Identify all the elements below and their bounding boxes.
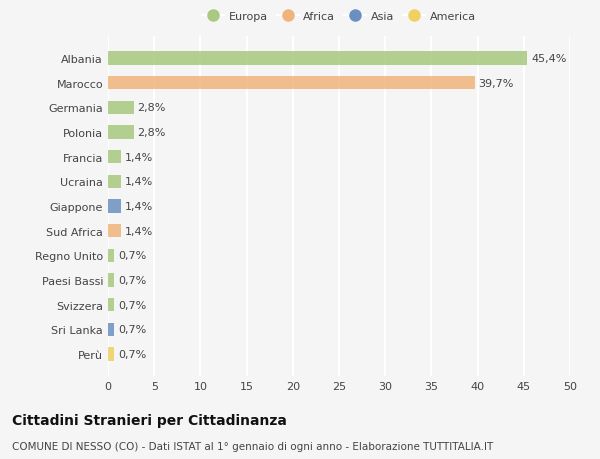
Legend: Europa, Africa, Asia, America: Europa, Africa, Asia, America (199, 8, 479, 25)
Bar (108, 52, 527, 66)
Bar (108, 101, 134, 115)
Bar (108, 77, 475, 90)
Text: 0,7%: 0,7% (118, 275, 146, 285)
Text: 0,7%: 0,7% (118, 325, 146, 335)
Bar (108, 224, 121, 238)
Text: 0,7%: 0,7% (118, 251, 146, 261)
Text: 1,4%: 1,4% (125, 152, 153, 162)
Text: 45,4%: 45,4% (531, 54, 566, 64)
Text: 1,4%: 1,4% (125, 177, 153, 187)
Text: 1,4%: 1,4% (125, 226, 153, 236)
Bar (108, 126, 134, 140)
Bar (108, 323, 115, 336)
Text: 1,4%: 1,4% (125, 202, 153, 212)
Bar (108, 175, 121, 189)
Bar (108, 298, 115, 312)
Bar (108, 151, 121, 164)
Bar (108, 274, 115, 287)
Bar (108, 347, 115, 361)
Bar (108, 200, 121, 213)
Text: COMUNE DI NESSO (CO) - Dati ISTAT al 1° gennaio di ogni anno - Elaborazione TUTT: COMUNE DI NESSO (CO) - Dati ISTAT al 1° … (12, 441, 493, 451)
Text: 2,8%: 2,8% (137, 128, 166, 138)
Text: 0,7%: 0,7% (118, 349, 146, 359)
Text: 0,7%: 0,7% (118, 300, 146, 310)
Bar (108, 249, 115, 263)
Text: 2,8%: 2,8% (137, 103, 166, 113)
Text: Cittadini Stranieri per Cittadinanza: Cittadini Stranieri per Cittadinanza (12, 413, 287, 427)
Text: 39,7%: 39,7% (479, 78, 514, 89)
